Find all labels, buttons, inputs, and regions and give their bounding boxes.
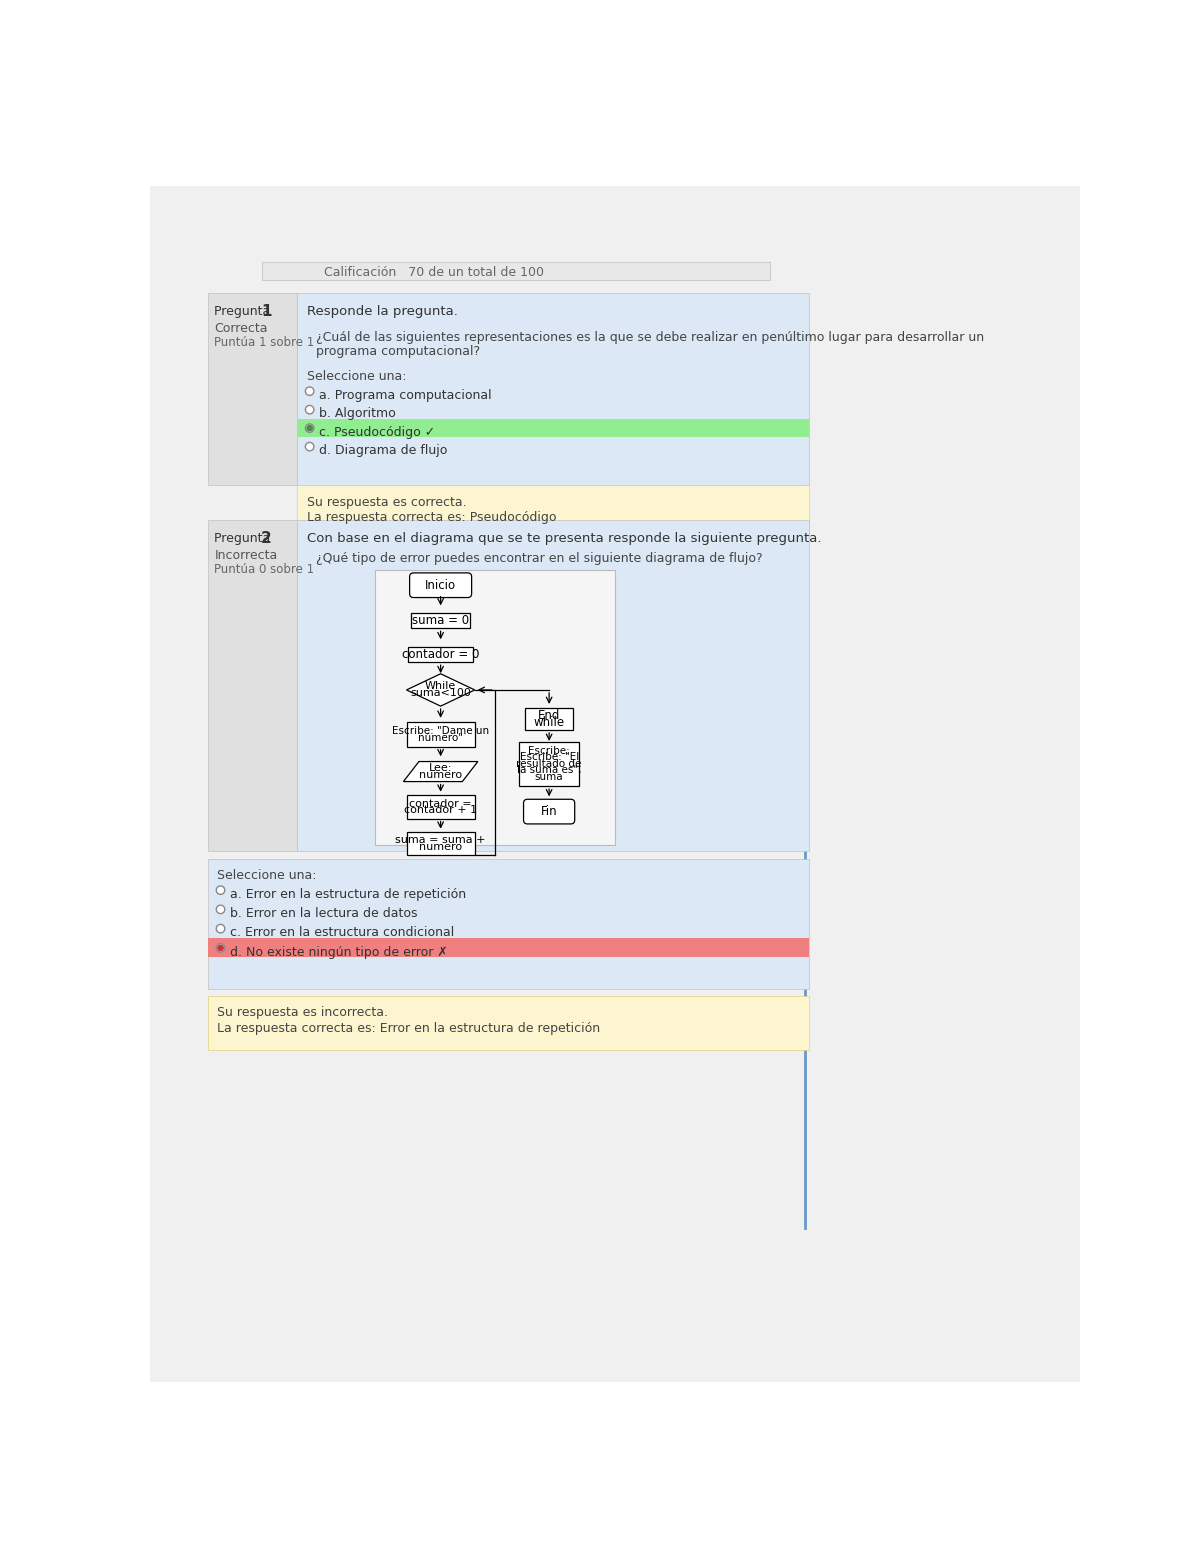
Text: ¿Qué tipo de error puedes encontrar en el siguiente diagrama de flujo?: ¿Qué tipo de error puedes encontrar en e… (316, 553, 762, 565)
Text: Lee:: Lee: (428, 763, 452, 773)
Circle shape (216, 944, 224, 952)
Text: Correcta: Correcta (215, 321, 268, 335)
Bar (298, 485, 809, 536)
Text: 1: 1 (260, 304, 271, 320)
Text: 2: 2 (260, 531, 271, 547)
FancyBboxPatch shape (409, 573, 472, 598)
Bar (407, 832, 475, 856)
Bar (298, 520, 809, 851)
Bar (408, 646, 473, 662)
Circle shape (305, 443, 314, 450)
Bar (208, 938, 809, 957)
Text: numero: numero (419, 770, 462, 780)
Bar (208, 520, 298, 851)
Text: Seleccione una:: Seleccione una: (217, 870, 317, 882)
Text: contador =: contador = (409, 798, 472, 809)
Text: d. No existe ningún tipo de error ✗: d. No existe ningún tipo de error ✗ (230, 946, 448, 958)
Circle shape (307, 426, 312, 430)
Circle shape (305, 387, 314, 396)
Text: Fin: Fin (541, 804, 558, 818)
Text: c. Error en la estructura condicional: c. Error en la estructura condicional (230, 926, 454, 940)
Text: Incorrecta: Incorrecta (215, 550, 277, 562)
Text: número": número" (418, 733, 463, 742)
Bar (263, 262, 770, 280)
Text: Puntúa 1 sobre 1: Puntúa 1 sobre 1 (215, 335, 314, 349)
Circle shape (305, 424, 314, 432)
Text: b. Algoritmo: b. Algoritmo (319, 407, 396, 421)
Text: contador + 1: contador + 1 (404, 806, 478, 815)
Bar (298, 419, 809, 438)
Polygon shape (403, 761, 478, 781)
Text: La respuesta correcta es: Error en la estructura de repetición: La respuesta correcta es: Error en la es… (217, 1022, 600, 1034)
Circle shape (216, 905, 224, 913)
Text: b. Error en la lectura de datos: b. Error en la lectura de datos (230, 907, 418, 919)
Text: la suma es",: la suma es", (517, 766, 581, 775)
Bar (208, 186, 809, 1228)
Text: Pregunta: Pregunta (215, 533, 275, 545)
Text: contador = 0: contador = 0 (402, 648, 479, 662)
Text: La respuesta correcta es: Pseudocódigo: La respuesta correcta es: Pseudocódigo (306, 511, 556, 525)
Text: Pregunta: Pregunta (215, 304, 275, 318)
Bar (374, 570, 616, 845)
Text: Con base en el diagrama que se te presenta responde la siguiente pregunta.: Con base en el diagrama que se te presen… (306, 533, 821, 545)
Bar (208, 859, 809, 989)
Polygon shape (407, 674, 475, 707)
Text: suma = 0: suma = 0 (412, 613, 469, 627)
Bar (407, 795, 475, 818)
Circle shape (218, 946, 223, 950)
Bar (518, 741, 580, 786)
Bar (412, 613, 470, 629)
Text: while: while (534, 716, 565, 730)
Text: Escribe:: Escribe: (528, 745, 570, 756)
FancyBboxPatch shape (523, 800, 575, 825)
Text: suma = suma +: suma = suma + (395, 836, 486, 845)
Bar (526, 708, 574, 730)
Text: suma<100: suma<100 (410, 688, 472, 699)
Text: Escribe: "El: Escribe: "El (520, 752, 578, 763)
Text: resultado de: resultado de (516, 759, 582, 769)
Text: ¿Cuál de las siguientes representaciones es la que se debe realizar en penúltimo: ¿Cuál de las siguientes representaciones… (316, 331, 984, 345)
Bar (208, 995, 809, 1050)
Text: While: While (425, 682, 456, 691)
Bar (407, 722, 475, 747)
Text: Su respuesta es incorrecta.: Su respuesta es incorrecta. (217, 1006, 389, 1019)
Text: a. Error en la estructura de repetición: a. Error en la estructura de repetición (230, 888, 466, 901)
Text: d. Diagrama de flujo: d. Diagrama de flujo (319, 444, 448, 457)
Text: Escribe: "Dame un: Escribe: "Dame un (392, 727, 490, 736)
Text: Responde la pregunta.: Responde la pregunta. (306, 304, 457, 318)
Text: Seleccione una:: Seleccione una: (306, 370, 406, 382)
Bar (298, 292, 809, 485)
Circle shape (216, 924, 224, 933)
Bar (208, 292, 298, 485)
Text: Su respuesta es correcta.: Su respuesta es correcta. (306, 495, 466, 509)
Text: programa computacional?: programa computacional? (316, 345, 480, 359)
Circle shape (216, 885, 224, 895)
Text: Inicio: Inicio (425, 579, 456, 592)
Text: Puntúa 0 sobre 1: Puntúa 0 sobre 1 (215, 562, 314, 576)
Text: End: End (538, 710, 560, 722)
Circle shape (305, 405, 314, 415)
Text: Calificación   70 de un total de 100: Calificación 70 de un total de 100 (324, 266, 545, 278)
Text: numero: numero (419, 842, 462, 853)
Text: a. Programa computacional: a. Programa computacional (319, 388, 492, 402)
Text: suma: suma (535, 772, 564, 783)
Text: c. Pseudocódigo ✓: c. Pseudocódigo ✓ (319, 426, 436, 439)
